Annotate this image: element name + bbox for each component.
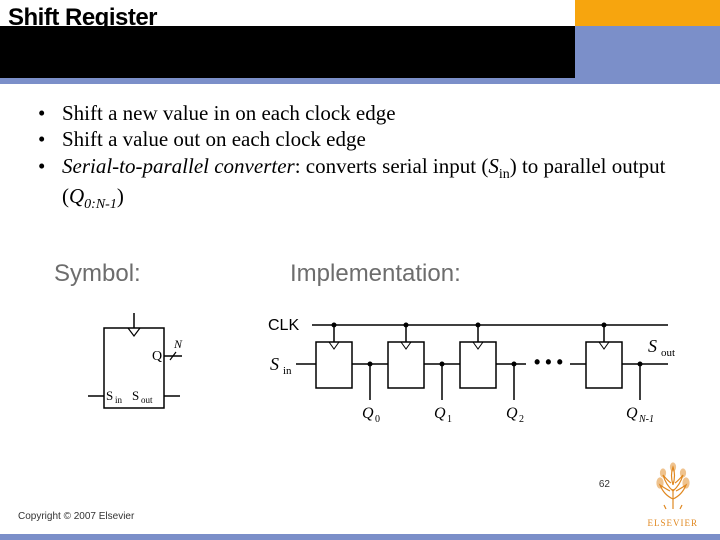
italic-term: Serial-to-parallel converter [62, 154, 295, 178]
slide-header: Shift Register [0, 0, 720, 78]
elsevier-tree-icon [648, 461, 698, 511]
svg-text:in: in [115, 395, 123, 405]
svg-text:in: in [283, 365, 292, 377]
bullet-dot: • [38, 126, 62, 152]
svg-text:out: out [141, 395, 153, 405]
bullet-dot: • [38, 100, 62, 126]
bullet-list: • Shift a new value in on each clock edg… [38, 100, 690, 214]
svg-text:1: 1 [447, 414, 452, 425]
flipflop-1: Q 1 [388, 323, 460, 426]
svg-text:out: out [661, 347, 675, 359]
svg-text:Q: Q [434, 405, 446, 422]
clk-label: CLK [268, 317, 299, 334]
implementation-diagram: CLK S in Q 0 Q 1 [268, 308, 688, 453]
bullet-text: Shift a new value in on each clock edge [62, 100, 690, 126]
svg-text:S: S [132, 388, 139, 403]
n-label: N [173, 337, 183, 351]
svg-text:Q: Q [626, 405, 638, 422]
copyright-footer: Copyright © 2007 Elsevier [18, 511, 134, 522]
svg-text:N-1: N-1 [638, 414, 654, 425]
svg-text:2: 2 [519, 414, 524, 425]
svg-text:Q: Q [506, 405, 518, 422]
elsevier-logo: ELSEVIER [648, 461, 699, 528]
content-area: • Shift a new value in on each clock edg… [38, 100, 690, 214]
bullet-dot: • [38, 153, 62, 214]
symbol-svg: Q N Sin Sout [74, 308, 204, 438]
svg-text:S: S [648, 336, 657, 356]
flipflop-2: Q 2 [460, 323, 526, 426]
bullet-item: • Shift a value out on each clock edge [38, 126, 690, 152]
elsevier-name: ELSEVIER [648, 518, 699, 528]
slide-title: Shift Register [8, 4, 157, 32]
svg-text:Q: Q [362, 405, 374, 422]
ellipsis-dots: • • • [534, 352, 563, 372]
bottom-blue-strip [0, 534, 720, 540]
flipflop-0: Q 0 [316, 323, 388, 426]
svg-text:0: 0 [375, 414, 380, 425]
bullet-text: Shift a value out on each clock edge [62, 126, 690, 152]
svg-text:Q: Q [152, 349, 162, 364]
symbol-heading: Symbol: [54, 260, 141, 288]
impl-svg: CLK S in Q 0 Q 1 [268, 308, 688, 448]
svg-text:S: S [106, 388, 113, 403]
implementation-heading: Implementation: [290, 260, 461, 288]
bullet-text: Serial-to-parallel converter: converts s… [62, 153, 690, 214]
symbol-diagram: Q N Sin Sout [74, 308, 204, 443]
bullet-item: • Shift a new value in on each clock edg… [38, 100, 690, 126]
page-number: 62 [599, 479, 610, 490]
header-blue-strip [0, 78, 720, 84]
header-blue-block [575, 26, 720, 78]
header-black-block [0, 26, 575, 78]
svg-text:S: S [270, 354, 279, 374]
bullet-item: • Serial-to-parallel converter: converts… [38, 153, 690, 214]
header-orange-block [575, 0, 720, 26]
